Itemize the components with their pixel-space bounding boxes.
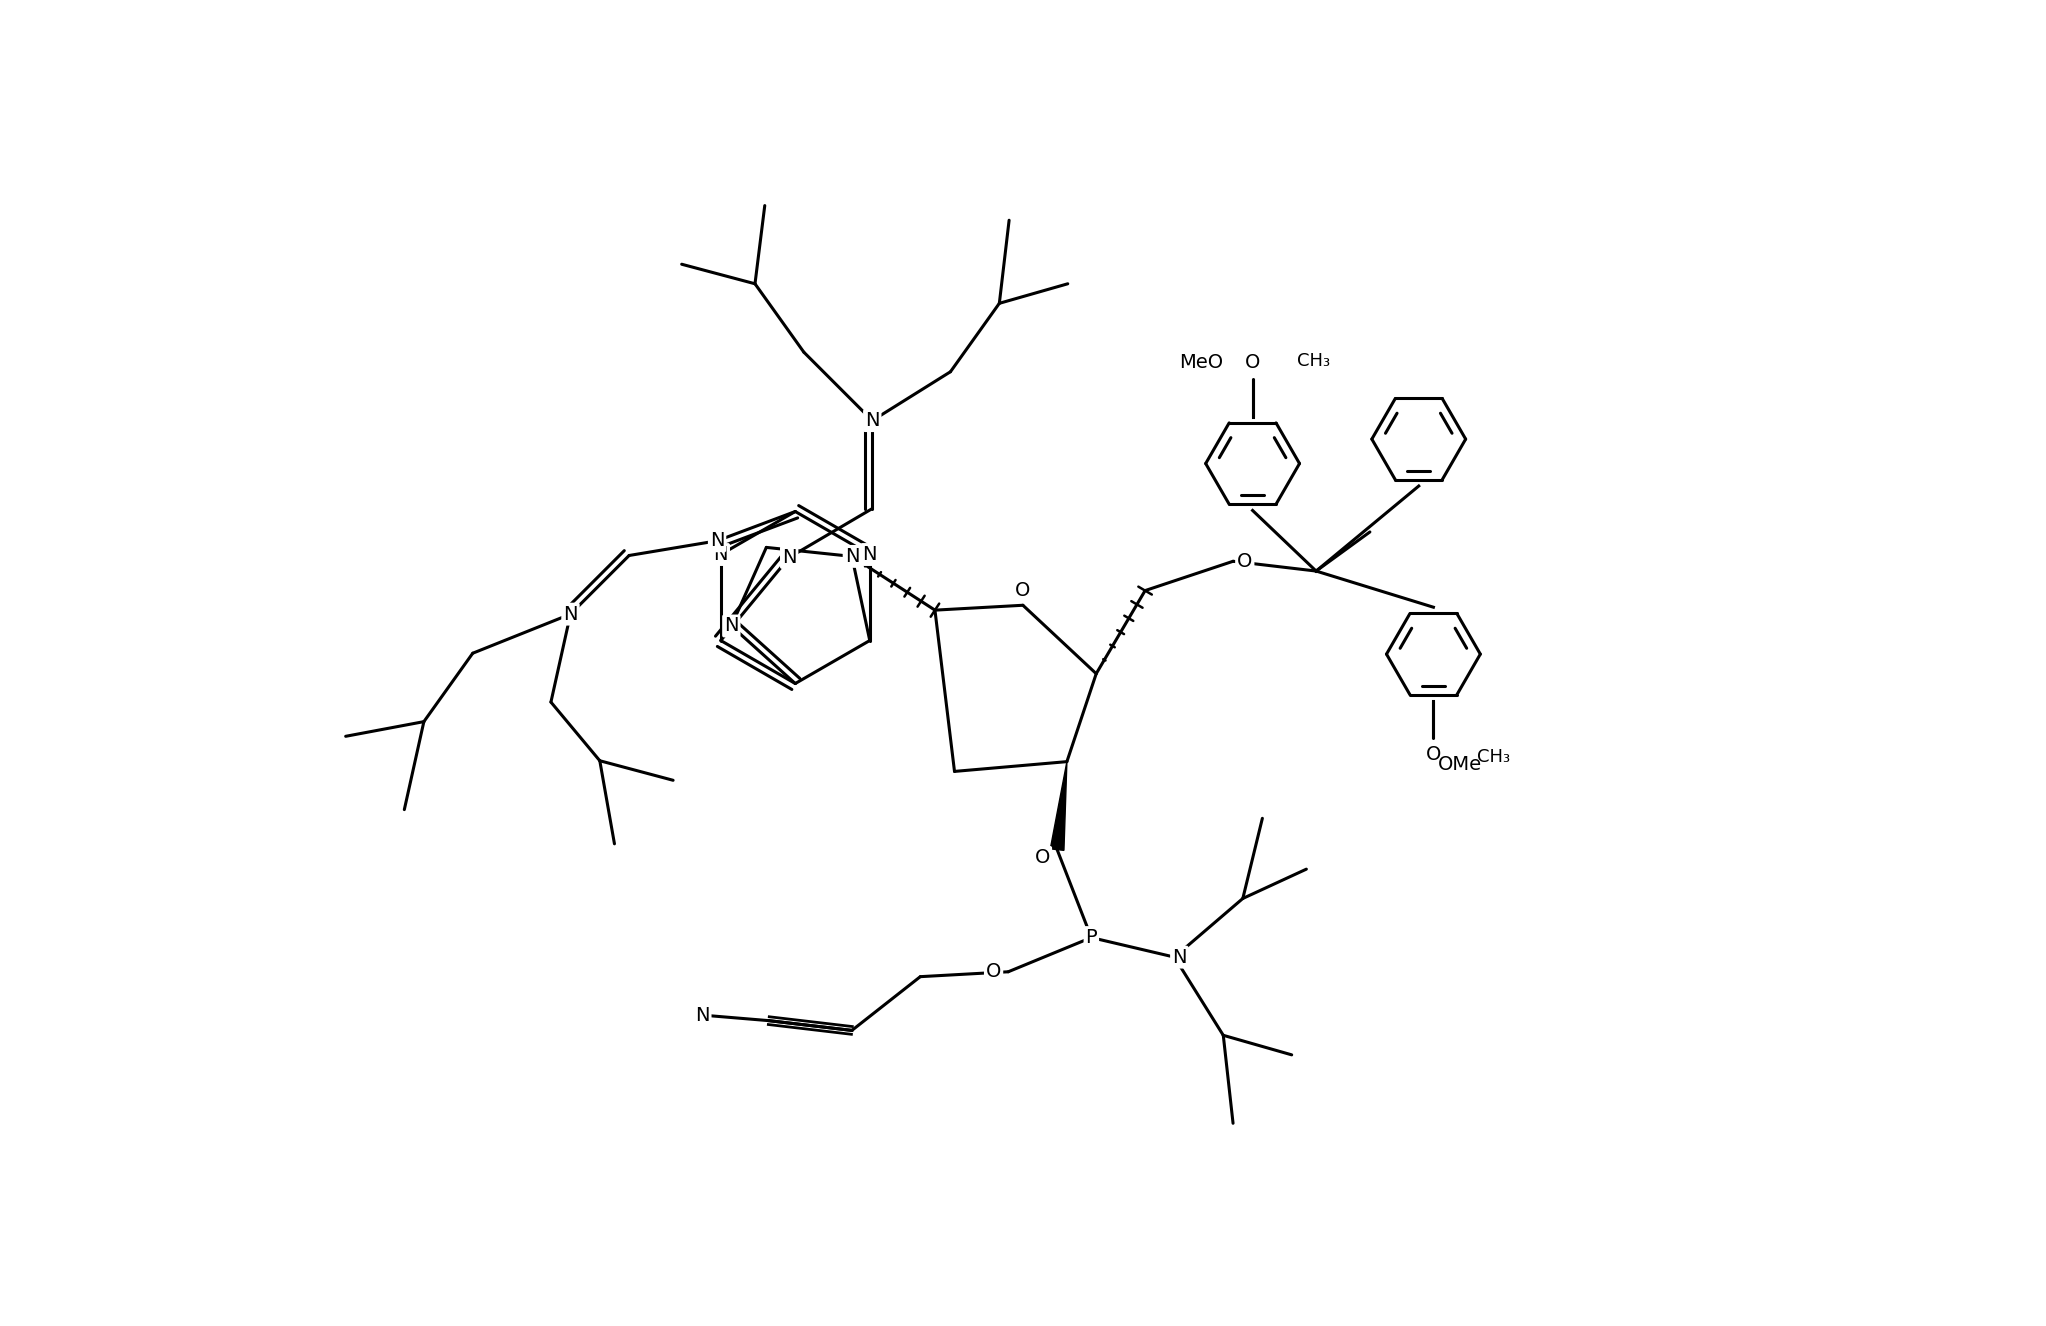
Text: O: O (1426, 745, 1440, 764)
Text: CH₃: CH₃ (1297, 351, 1330, 370)
Text: N: N (714, 545, 728, 564)
Text: N: N (865, 411, 880, 430)
Text: N: N (710, 532, 724, 550)
Text: N: N (845, 546, 859, 566)
Text: O: O (986, 963, 1000, 981)
Text: O: O (1244, 353, 1260, 373)
Text: O: O (1035, 847, 1050, 867)
Text: N: N (724, 617, 739, 635)
Text: P: P (1086, 928, 1097, 947)
Text: CH₃: CH₃ (1477, 748, 1510, 765)
Text: N: N (863, 545, 878, 564)
Text: N: N (563, 605, 577, 623)
Text: O: O (1238, 552, 1252, 570)
Text: O: O (1197, 353, 1211, 373)
Text: N: N (696, 1006, 710, 1025)
Polygon shape (1050, 761, 1066, 850)
Text: N: N (1172, 948, 1187, 967)
Text: MeO: MeO (1178, 353, 1224, 373)
Text: OMe: OMe (1438, 754, 1483, 774)
Text: N: N (782, 548, 796, 568)
Text: O: O (1377, 745, 1391, 764)
Text: O: O (1015, 581, 1031, 601)
